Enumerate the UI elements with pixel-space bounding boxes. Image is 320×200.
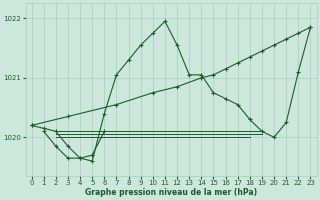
X-axis label: Graphe pression niveau de la mer (hPa): Graphe pression niveau de la mer (hPa) [85, 188, 257, 197]
